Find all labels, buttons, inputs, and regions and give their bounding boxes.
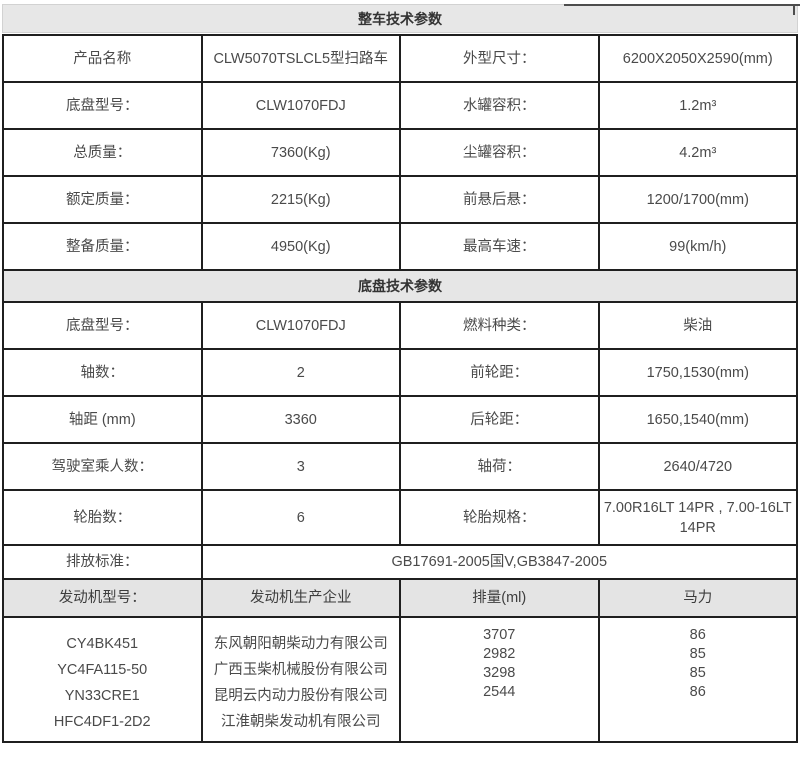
engine-displacement-item: 2982 [483,646,516,662]
engine-data-row: CY4BK451 YC4FA115-50 YN33CRE1 HFC4DF1-2D… [2,616,798,743]
label-front-rear-overhang: 前悬后悬： [399,175,600,224]
engine-displacements-cell: 3707 2982 3298 2544 [399,616,600,743]
value-total-mass: 7360(Kg) [200,128,401,177]
cutoff-frame-line [564,4,800,6]
value-dimensions: 6200X2050X2590(mm) [597,34,798,83]
table-row: 总质量： 7360(Kg) 尘罐容积： 4.2m³ [2,128,798,177]
label-axle-count: 轴数： [2,348,203,397]
engine-manufacturer-item: 东风朝阳朝柴动力有限公司 [213,636,388,652]
value-tire-spec: 7.00R16LT 14PR , 7.00-16LT 14PR [597,489,798,546]
value-rated-mass: 2215(Kg) [200,175,401,224]
engine-horsepower-item: 85 [689,646,706,662]
value-axle-load: 2640/4720 [597,442,798,491]
section-title-chassis: 底盘技术参数 [2,269,798,303]
label-tire-count: 轮胎数： [2,489,203,546]
label-axle-load: 轴荷： [399,442,600,491]
value-fuel-type: 柴油 [597,301,798,350]
label-total-mass: 总质量： [2,128,203,177]
value-chassis-model: CLW1070FDJ [200,81,401,130]
label-chassis-model: 底盘型号： [2,81,203,130]
table-row: 产品名称 CLW5070TSLCL5型扫路车 外型尺寸： 6200X2050X2… [2,34,798,83]
value-product-name: CLW5070TSLCL5型扫路车 [200,34,401,83]
label-wheelbase: 轴距 (mm) [2,395,203,444]
engine-manufacturer-item: 江淮朝柴发动机有限公司 [221,714,381,730]
engine-model-item: YC4FA115-50 [57,662,148,678]
engine-horsepower-cell: 86 85 85 86 [597,616,798,743]
spec-table: 产品名称 CLW5070TSLCL5型扫路车 外型尺寸： 6200X2050X2… [2,34,798,743]
value-dust-tank-volume: 4.2m³ [597,128,798,177]
engine-col-displacement: 排量(ml) [399,578,600,618]
engine-col-horsepower: 马力 [597,578,798,618]
table-row: 底盘型号： CLW1070FDJ 水罐容积： 1.2m³ [2,81,798,130]
engine-manufacturers-cell: 东风朝阳朝柴动力有限公司 广西玉柴机械股份有限公司 昆明云内动力股份有限公司 江… [200,616,401,743]
engine-displacement-item: 3707 [483,627,516,643]
engine-model-item: YN33CRE1 [64,688,140,704]
table-row: 额定质量： 2215(Kg) 前悬后悬： 1200/1700(mm) [2,175,798,224]
value-axle-count: 2 [200,348,401,397]
engine-manufacturer-item: 广西玉柴机械股份有限公司 [213,662,388,678]
label-rated-mass: 额定质量： [2,175,203,224]
cutoff-frame-tick [793,4,795,15]
value-rear-track: 1650,1540(mm) [597,395,798,444]
label-front-track: 前轮距： [399,348,600,397]
table-row: 轴距 (mm) 3360 后轮距： 1650,1540(mm) [2,395,798,444]
section-title-vehicle: 整车技术参数 [2,4,798,33]
engine-manufacturer-item: 昆明云内动力股份有限公司 [213,688,388,704]
table-row: 轮胎数： 6 轮胎规格： 7.00R16LT 14PR , 7.00-16LT … [2,489,798,546]
label-rear-track: 后轮距： [399,395,600,444]
value-curb-mass: 4950(Kg) [200,222,401,271]
value-chassis-model-2: CLW1070FDJ [200,301,401,350]
engine-model-item: HFC4DF1-2D2 [53,714,151,730]
table-row: 排放标准： GB17691-2005国V,GB3847-2005 [2,544,798,580]
spec-sheet: 整车技术参数 产品名称 CLW5070TSLCL5型扫路车 外型尺寸： 6200… [2,4,800,743]
label-chassis-model-2: 底盘型号： [2,301,203,350]
label-dimensions: 外型尺寸： [399,34,600,83]
value-water-tank-volume: 1.2m³ [597,81,798,130]
label-tire-spec: 轮胎规格： [399,489,600,546]
label-cab-seats: 驾驶室乘人数： [2,442,203,491]
engine-col-model: 发动机型号： [2,578,203,618]
value-cab-seats: 3 [200,442,401,491]
engine-col-manufacturer: 发动机生产企业 [200,578,401,618]
value-wheelbase: 3360 [200,395,401,444]
table-row: 驾驶室乘人数： 3 轴荷： 2640/4720 [2,442,798,491]
value-front-track: 1750,1530(mm) [597,348,798,397]
table-row: 底盘型号： CLW1070FDJ 燃料种类： 柴油 [2,301,798,350]
value-emission-standard: GB17691-2005国V,GB3847-2005 [200,544,798,580]
engine-horsepower-item: 85 [689,665,706,681]
label-curb-mass: 整备质量： [2,222,203,271]
label-dust-tank-volume: 尘罐容积： [399,128,600,177]
label-emission-standard: 排放标准： [2,544,203,580]
value-tire-count: 6 [200,489,401,546]
value-front-rear-overhang: 1200/1700(mm) [597,175,798,224]
label-water-tank-volume: 水罐容积： [399,81,600,130]
engine-displacement-item: 2544 [483,684,516,700]
label-product-name: 产品名称 [2,34,203,83]
table-row: 底盘技术参数 [2,269,798,303]
value-max-speed: 99(km/h) [597,222,798,271]
engine-horsepower-item: 86 [689,627,706,643]
label-max-speed: 最高车速： [399,222,600,271]
engine-model-item: CY4BK451 [66,636,139,652]
label-fuel-type: 燃料种类： [399,301,600,350]
engine-displacement-item: 3298 [483,665,516,681]
engine-horsepower-item: 86 [689,684,706,700]
table-row: 整备质量： 4950(Kg) 最高车速： 99(km/h) [2,222,798,271]
engine-models-cell: CY4BK451 YC4FA115-50 YN33CRE1 HFC4DF1-2D… [2,616,203,743]
engine-header-row: 发动机型号： 发动机生产企业 排量(ml) 马力 [2,578,798,618]
table-row: 轴数： 2 前轮距： 1750,1530(mm) [2,348,798,397]
